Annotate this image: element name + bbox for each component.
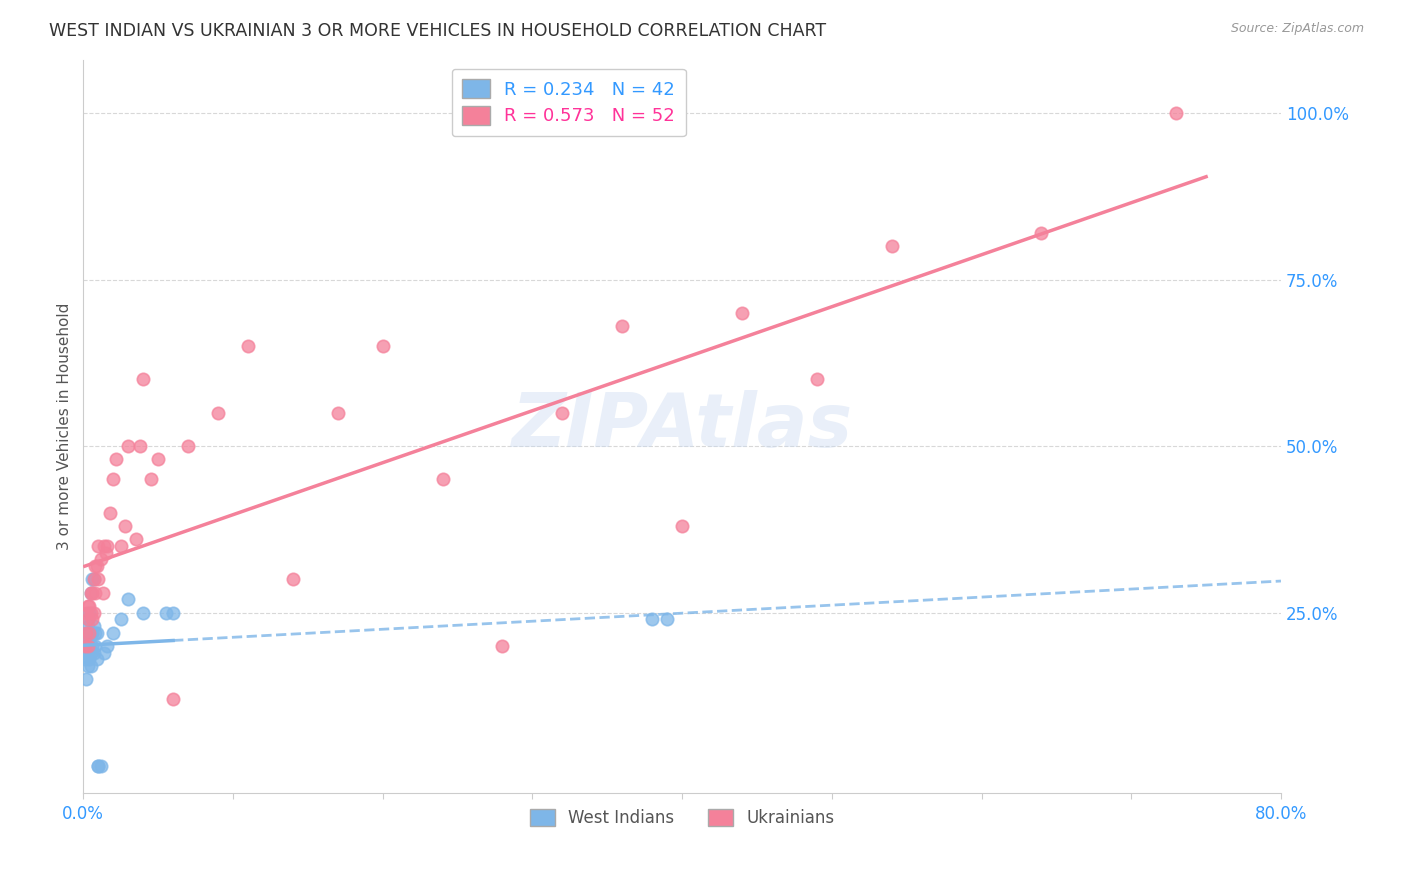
Point: [114, 519, 136, 533]
Point: [73, 652, 96, 666]
Point: [82, 639, 104, 653]
Point: [80, 659, 103, 673]
Point: [90, 552, 112, 566]
Point: [98, 506, 121, 520]
Point: [641, 612, 664, 626]
Point: [82, 625, 104, 640]
Point: [77, 606, 100, 620]
Point: [491, 639, 513, 653]
Point: [117, 592, 139, 607]
Point: [117, 439, 139, 453]
Point: [87, 759, 110, 773]
Point: [76, 619, 98, 633]
Point: [612, 319, 634, 334]
Point: [177, 439, 200, 453]
Text: Source: ZipAtlas.com: Source: ZipAtlas.com: [1230, 22, 1364, 36]
Point: [84, 585, 107, 599]
Point: [83, 646, 105, 660]
Point: [80, 585, 103, 599]
Point: [132, 606, 155, 620]
Point: [76, 599, 98, 613]
Point: [75, 625, 97, 640]
Point: [84, 625, 107, 640]
Point: [551, 406, 574, 420]
Point: [110, 612, 132, 626]
Point: [162, 692, 184, 706]
Point: [76, 639, 98, 653]
Point: [75, 646, 97, 660]
Point: [77, 652, 100, 666]
Point: [1166, 106, 1188, 120]
Point: [103, 625, 125, 640]
Point: [432, 472, 454, 486]
Point: [76, 659, 98, 673]
Point: [86, 625, 108, 640]
Point: [80, 646, 103, 660]
Point: [76, 612, 98, 626]
Point: [83, 619, 105, 633]
Point: [93, 646, 115, 660]
Point: [146, 452, 169, 467]
Point: [76, 639, 98, 653]
Point: [75, 632, 97, 647]
Point: [103, 472, 125, 486]
Point: [75, 673, 97, 687]
Point: [110, 539, 132, 553]
Point: [657, 612, 679, 626]
Point: [139, 472, 162, 486]
Point: [82, 612, 104, 626]
Point: [125, 533, 148, 547]
Point: [84, 559, 107, 574]
Point: [96, 539, 118, 553]
Point: [76, 625, 98, 640]
Point: [91, 585, 114, 599]
Point: [207, 406, 229, 420]
Point: [75, 625, 97, 640]
Point: [83, 573, 105, 587]
Point: [73, 639, 96, 653]
Point: [162, 606, 184, 620]
Point: [83, 606, 105, 620]
Legend: West Indians, Ukrainians: West Indians, Ukrainians: [522, 801, 842, 836]
Point: [80, 585, 103, 599]
Point: [87, 539, 110, 553]
Point: [731, 306, 754, 320]
Point: [80, 625, 103, 640]
Point: [86, 652, 108, 666]
Point: [86, 559, 108, 574]
Point: [87, 759, 110, 773]
Point: [1031, 226, 1053, 240]
Point: [880, 239, 903, 253]
Point: [129, 439, 152, 453]
Point: [236, 339, 259, 353]
Point: [96, 639, 118, 653]
Point: [87, 573, 110, 587]
Point: [82, 585, 104, 599]
Point: [671, 519, 693, 533]
Point: [84, 639, 107, 653]
Point: [77, 599, 100, 613]
Point: [82, 573, 104, 587]
Point: [155, 606, 177, 620]
Point: [93, 539, 115, 553]
Text: WEST INDIAN VS UKRAINIAN 3 OR MORE VEHICLES IN HOUSEHOLD CORRELATION CHART: WEST INDIAN VS UKRAINIAN 3 OR MORE VEHIC…: [49, 22, 827, 40]
Point: [83, 573, 105, 587]
Point: [80, 606, 103, 620]
Text: ZIPAtlas: ZIPAtlas: [512, 390, 852, 463]
Point: [75, 606, 97, 620]
Point: [281, 573, 304, 587]
Point: [76, 612, 98, 626]
Point: [105, 452, 128, 467]
Point: [371, 339, 394, 353]
Point: [806, 372, 828, 386]
Point: [77, 625, 100, 640]
Y-axis label: 3 or more Vehicles in Household: 3 or more Vehicles in Household: [58, 302, 72, 549]
Point: [73, 639, 96, 653]
Point: [132, 372, 155, 386]
Point: [77, 639, 100, 653]
Point: [90, 759, 112, 773]
Point: [77, 625, 100, 640]
Point: [326, 406, 349, 420]
Point: [94, 546, 117, 560]
